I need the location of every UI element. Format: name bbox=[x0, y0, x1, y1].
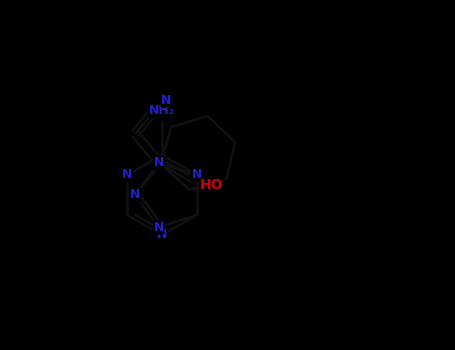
Text: N: N bbox=[130, 189, 140, 202]
Text: HO: HO bbox=[200, 178, 224, 192]
Text: N: N bbox=[157, 229, 167, 241]
Text: N: N bbox=[161, 94, 172, 107]
Text: N: N bbox=[122, 168, 132, 182]
Text: N: N bbox=[153, 156, 164, 169]
Text: N: N bbox=[153, 221, 164, 234]
Text: NH₂: NH₂ bbox=[149, 105, 175, 118]
Text: N: N bbox=[192, 168, 202, 182]
